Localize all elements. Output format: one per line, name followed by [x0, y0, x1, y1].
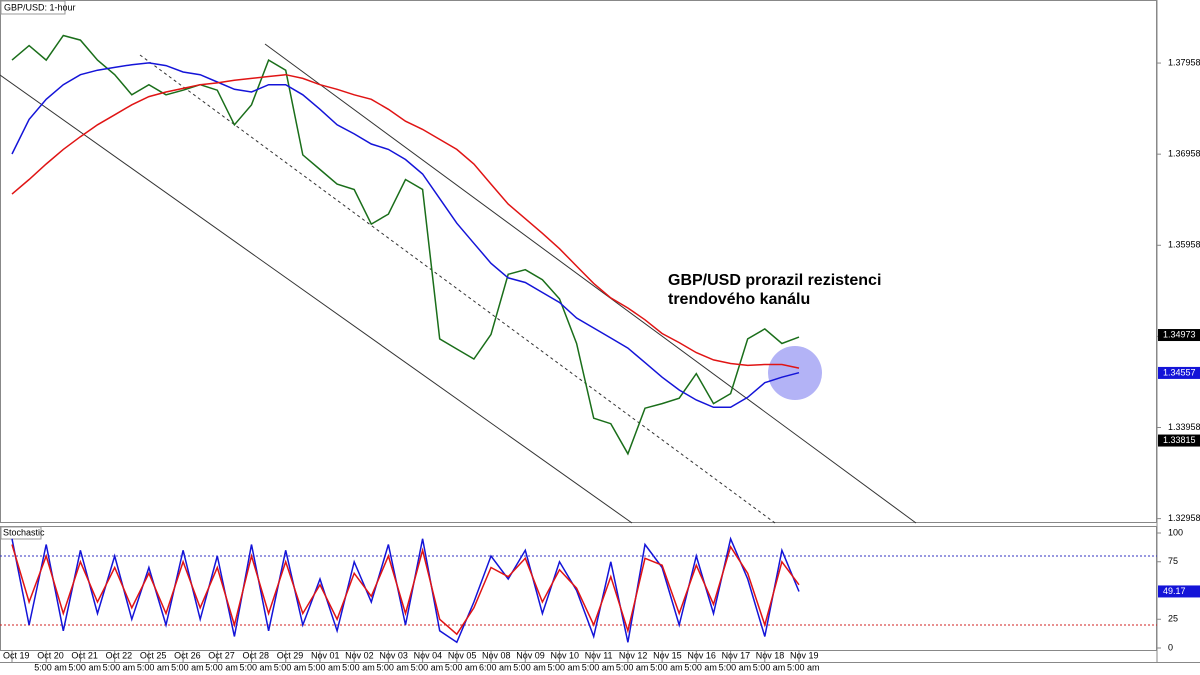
x-time-label: 5:00 am — [513, 662, 546, 672]
x-tick-label: Nov 09 — [516, 650, 545, 660]
x-time-label: 5:00 am — [616, 662, 649, 672]
y-tick-label: 25 — [1168, 614, 1178, 624]
x-tick-label: Nov 16 — [687, 650, 716, 660]
series-line — [11, 536, 800, 644]
series-line — [11, 34, 800, 456]
price-pane — [0, 0, 1157, 523]
y-tick-label: 1.32958 — [1168, 513, 1200, 523]
y-tick-label: 0 — [1168, 642, 1173, 652]
y-tick-label: 1.33958 — [1168, 422, 1200, 432]
x-tick-label: Nov 12 — [619, 650, 648, 660]
x-time-label: 5:00 am — [137, 662, 170, 672]
x-tick-label: Nov 15 — [653, 650, 682, 660]
x-time-label: 5:00 am — [376, 662, 409, 672]
x-tick-label: Nov 03 — [379, 650, 408, 660]
title-box — [0, 526, 42, 540]
channel-line — [0, 74, 633, 524]
x-time-label: 5:00 am — [171, 662, 204, 672]
series-line — [11, 544, 800, 636]
x-tick-label: Oct 27 — [208, 650, 235, 660]
price-marker — [1158, 329, 1200, 342]
price-marker — [1158, 366, 1200, 379]
x-time-label: 6:00 am — [479, 662, 512, 672]
x-time-label: 5:00 am — [308, 662, 341, 672]
x-tick-label: Nov 18 — [756, 650, 785, 660]
x-tick-label: Oct 20 — [37, 650, 64, 660]
x-time-label: 5:00 am — [445, 662, 478, 672]
x-tick-label: Nov 04 — [414, 650, 443, 660]
x-time-label: 5:00 am — [650, 662, 683, 672]
annotation: trendového kanálu — [668, 291, 810, 308]
x-time-label: 5:00 am — [103, 662, 136, 672]
annotation: GBP/USD prorazil rezistenci — [668, 272, 881, 289]
series-line — [11, 73, 800, 369]
y-tick-label: 1.35958 — [1168, 240, 1200, 250]
x-tick-label: Oct 29 — [277, 650, 304, 660]
x-tick-label: Oct 22 — [106, 650, 133, 660]
price-marker-label: 1.34973 — [1163, 329, 1196, 339]
y-tick-label: 100 — [1168, 527, 1183, 537]
value-marker-label: 49.17 — [1163, 586, 1186, 596]
x-tick-label: Oct 26 — [174, 650, 201, 660]
x-time-label: 5:00 am — [787, 662, 820, 672]
x-tick-label: Nov 19 — [790, 650, 819, 660]
x-tick-label: Oct 21 — [71, 650, 98, 660]
channel-line — [264, 43, 917, 524]
x-time-label: 5:00 am — [68, 662, 101, 672]
x-time-label: 5:00 am — [342, 662, 375, 672]
x-time-label: 5:00 am — [274, 662, 307, 672]
price-marker — [1158, 434, 1200, 447]
x-tick-label: Nov 08 — [482, 650, 511, 660]
x-time-label: 5:00 am — [411, 662, 444, 672]
x-tick-label: Oct 25 — [140, 650, 167, 660]
x-tick-label: Oct 19 — [3, 650, 30, 660]
y-tick-label: 1.36958 — [1168, 149, 1200, 159]
x-time-label: 5:00 am — [547, 662, 580, 672]
x-time-label: 5:00 am — [34, 662, 67, 672]
value-marker — [1158, 585, 1200, 598]
x-time-label: 5:00 am — [719, 662, 752, 672]
price-marker-label: 1.34557 — [1163, 367, 1196, 377]
x-time-label: 5:00 am — [205, 662, 238, 672]
x-tick-label: Nov 17 — [722, 650, 751, 660]
x-tick-label: Nov 01 — [311, 650, 340, 660]
x-time-label: 5:00 am — [684, 662, 717, 672]
x-tick-label: Nov 05 — [448, 650, 477, 660]
x-tick-label: Oct 28 — [243, 650, 270, 660]
x-tick-label: Nov 10 — [550, 650, 579, 660]
x-time-label: 5:00 am — [753, 662, 786, 672]
x-time-label: 5:00 am — [240, 662, 273, 672]
x-tick-label: Nov 02 — [345, 650, 374, 660]
title-box — [0, 0, 66, 15]
x-time-label: 5:00 am — [582, 662, 615, 672]
y-tick-label: 75 — [1168, 556, 1178, 566]
price-marker-label: 1.33815 — [1163, 435, 1196, 445]
x-tick-label: Nov 11 — [585, 650, 613, 660]
y-tick-label: 1.37958 — [1168, 57, 1200, 67]
stoch-title: Stochastic — [3, 527, 45, 537]
series-line — [11, 62, 800, 409]
chart-title: GBP/USD: 1-hour — [4, 2, 76, 12]
